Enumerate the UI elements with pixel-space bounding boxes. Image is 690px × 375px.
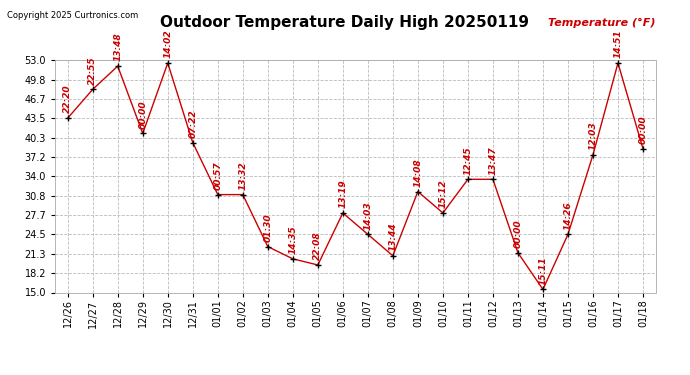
- Text: Copyright 2025 Curtronics.com: Copyright 2025 Curtronics.com: [7, 11, 138, 20]
- Text: 12:03: 12:03: [589, 122, 598, 150]
- Text: 13:19: 13:19: [338, 180, 347, 208]
- Text: 13:44: 13:44: [388, 222, 397, 251]
- Text: 14:51: 14:51: [613, 30, 622, 58]
- Text: 12:45: 12:45: [464, 146, 473, 175]
- Text: 00:00: 00:00: [513, 219, 522, 248]
- Text: Temperature (°F): Temperature (°F): [548, 18, 656, 28]
- Text: 15:11: 15:11: [538, 256, 547, 285]
- Text: 00:00: 00:00: [638, 116, 647, 144]
- Text: 22:55: 22:55: [88, 56, 97, 85]
- Text: 13:48: 13:48: [113, 33, 122, 62]
- Text: 22:20: 22:20: [63, 85, 72, 114]
- Text: 00:00: 00:00: [138, 100, 147, 129]
- Text: 14:26: 14:26: [564, 201, 573, 230]
- Text: 22:08: 22:08: [313, 232, 322, 260]
- Text: 01:30: 01:30: [264, 213, 273, 242]
- Text: Outdoor Temperature Daily High 20250119: Outdoor Temperature Daily High 20250119: [161, 15, 529, 30]
- Text: 14:03: 14:03: [364, 201, 373, 230]
- Text: 07:22: 07:22: [188, 110, 197, 138]
- Text: 13:32: 13:32: [238, 161, 247, 190]
- Text: 14:35: 14:35: [288, 226, 297, 254]
- Text: 15:12: 15:12: [438, 180, 447, 208]
- Text: 13:47: 13:47: [489, 146, 497, 175]
- Text: 14:08: 14:08: [413, 158, 422, 187]
- Text: 14:02: 14:02: [164, 30, 172, 58]
- Text: 00:57: 00:57: [213, 161, 222, 190]
